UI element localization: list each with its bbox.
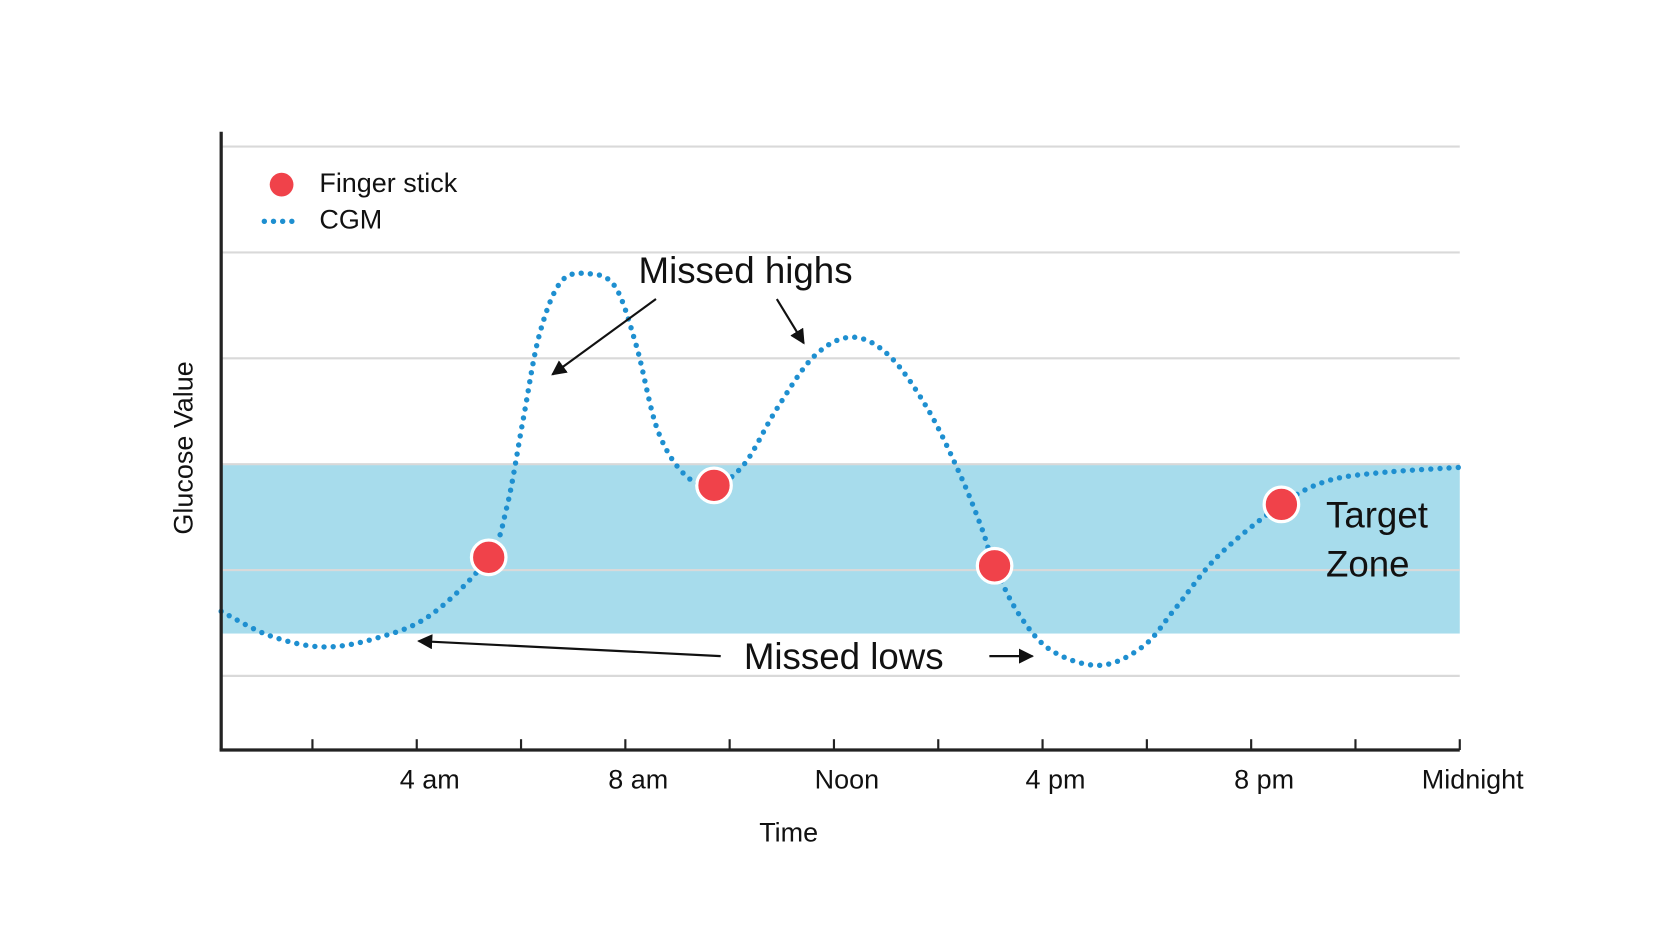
finger-stick-point bbox=[695, 466, 733, 505]
arrow bbox=[775, 298, 805, 345]
finger-stick-point bbox=[1262, 485, 1301, 524]
finger-stick-point bbox=[975, 546, 1014, 585]
arrow bbox=[417, 634, 721, 658]
legend-marker bbox=[269, 172, 294, 197]
zone-layer bbox=[221, 464, 1460, 634]
target-zone bbox=[221, 464, 1460, 634]
zone-label: Zone bbox=[1326, 543, 1410, 584]
legend-label: CGM bbox=[319, 204, 382, 234]
arrow bbox=[551, 298, 657, 376]
legend-label: Finger stick bbox=[319, 168, 457, 198]
axes-layer: 4 am 8 am Noon 4 pm 8 pm Midnight bbox=[219, 131, 1524, 794]
zone-label: Target bbox=[1326, 495, 1428, 536]
finger-stick-point bbox=[469, 538, 508, 577]
x-tick-label: 8 pm bbox=[1234, 764, 1294, 794]
legend: Finger stick CGM bbox=[261, 168, 458, 234]
x-tick-label: 4 am bbox=[400, 764, 460, 794]
x-tick-label: 4 pm bbox=[1026, 764, 1086, 794]
grid-layer bbox=[221, 145, 1460, 677]
x-tick-label: Midnight bbox=[1422, 764, 1524, 794]
annotation: Missed lows bbox=[744, 636, 944, 677]
x-tick-label: 8 am bbox=[608, 764, 668, 794]
y-axis-label: Glucose Value bbox=[169, 361, 199, 534]
annotation: Missed highs bbox=[639, 250, 853, 291]
cgm-line bbox=[218, 270, 1463, 669]
x-tick-label: Noon bbox=[815, 764, 879, 794]
x-axis-label: Time bbox=[759, 817, 818, 847]
plot-layer bbox=[218, 270, 1463, 669]
